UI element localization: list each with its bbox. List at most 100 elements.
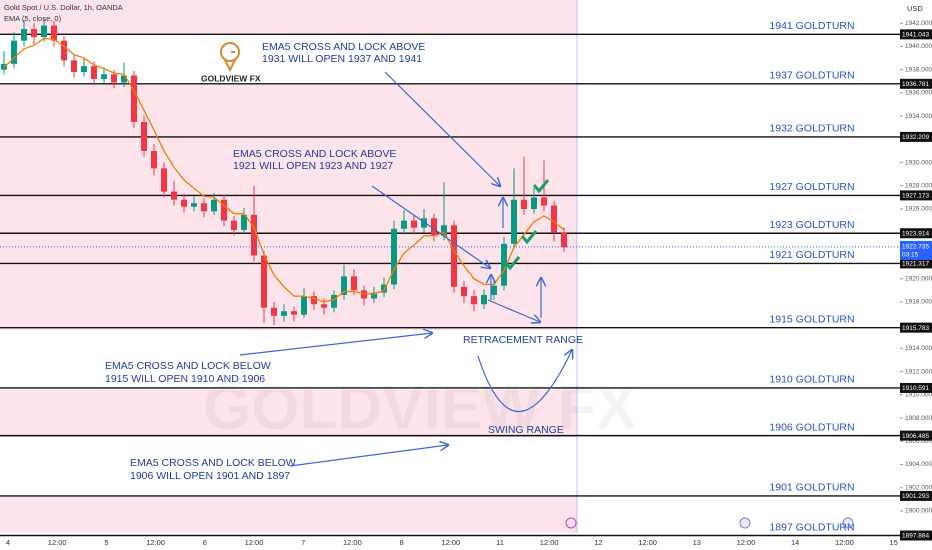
x-tick-label: 12:00 [835, 538, 854, 547]
candle-body [411, 220, 417, 228]
candle-body [401, 220, 407, 229]
candle-body [451, 225, 457, 287]
candle-body [301, 296, 307, 315]
annotation: 1931 WILL OPEN 1937 AND 1941 [262, 53, 422, 65]
x-tick-label: 14 [791, 538, 799, 547]
x-tick-label: 7 [301, 538, 305, 547]
annotation: 1906 WILL OPEN 1901 AND 1897 [130, 470, 290, 482]
candle-body [421, 218, 427, 228]
plot [0, 18, 900, 537]
level-price-box [900, 490, 932, 501]
level-name: 1906 GOLDTURN [769, 421, 854, 433]
y-tick-label: 1936.000 [905, 90, 932, 97]
candle-body [221, 199, 227, 221]
y-tick-label: 1934.000 [905, 113, 932, 120]
candle-body [441, 225, 447, 236]
candle-body [311, 296, 317, 305]
annotation: EMA5 CROSS AND LOCK ABOVE [233, 148, 396, 160]
level-price-box [900, 258, 932, 269]
level-name: 1901 GOLDTURN [769, 482, 854, 494]
level-name: 1941 GOLDTURN [769, 20, 854, 32]
candle-body [491, 285, 497, 295]
candle-body [131, 75, 137, 122]
level-price-box [900, 430, 932, 441]
level-price: 1927.173 [902, 193, 929, 200]
candle-body [121, 75, 127, 83]
candle-body [31, 29, 37, 38]
level-price-box [900, 382, 932, 393]
y-tick-label: 1904.000 [905, 461, 932, 468]
y-tick-label: 1908.000 [905, 415, 932, 422]
level-price-box [900, 29, 932, 40]
level-name: 1923 GOLDTURN [769, 219, 854, 231]
x-tick-label: 12 [594, 538, 602, 547]
candle-body [51, 25, 57, 41]
current-price-box [900, 240, 932, 260]
level-name: 1915 GOLDTURN [769, 313, 854, 325]
x-tick-label: 12:00 [540, 538, 559, 547]
y-tick-label: 1902.000 [905, 484, 932, 491]
x-tick-label: 12:00 [737, 538, 756, 547]
y-tick-label: 1930.000 [905, 159, 932, 166]
candle-body [181, 199, 187, 207]
current-price: 1922.735 [902, 244, 929, 251]
level-price: 1932.209 [902, 134, 929, 141]
annotation: EMA5 CROSS AND LOCK BELOW [130, 457, 296, 469]
level-name: 1921 GOLDTURN [769, 249, 854, 261]
candle-body [371, 292, 377, 299]
candle-body [141, 121, 147, 151]
y-tick-label: 1940.000 [905, 43, 932, 50]
annotation: 1921 WILL OPEN 1923 AND 1927 [233, 160, 393, 172]
level-name: 1932 GOLDTURN [769, 123, 854, 135]
y-tick-label: 1914.000 [905, 345, 932, 352]
candle-body [41, 25, 47, 38]
level-name: 1910 GOLDTURN [769, 374, 854, 386]
candle-body [541, 197, 547, 206]
candle-body [381, 284, 387, 293]
level-price: 1901.293 [902, 493, 929, 500]
x-tick-label: 11 [496, 538, 504, 547]
level-price-box [900, 78, 932, 89]
candle-body [151, 150, 157, 169]
checkmarks [503, 179, 550, 271]
watermark: GOLDVIEW FX [203, 373, 637, 442]
candle-body [561, 232, 567, 248]
countdown: 03:15 [902, 252, 919, 259]
level-price-box [900, 190, 932, 201]
symbol-title: Gold Spot / U.S. Dollar, 1h, OANDA [4, 3, 123, 12]
candle-body [231, 220, 237, 230]
candle-body [261, 255, 267, 308]
x-tick-label: 4 [6, 538, 10, 547]
candle-body [91, 66, 97, 79]
y-tick-label: 1920.000 [905, 275, 932, 282]
candle-body [501, 243, 507, 286]
level-price-box [900, 131, 932, 142]
level-price: 1915.783 [902, 325, 929, 332]
candle-body [81, 66, 87, 72]
candle-body [391, 228, 397, 285]
candle-body [481, 294, 487, 305]
candle-body [341, 276, 347, 295]
level-price-box [900, 228, 932, 239]
logo-text: GOLDVIEW FX [201, 73, 261, 83]
candle-body [71, 60, 77, 72]
y-tick-label: 1910.000 [905, 392, 932, 399]
x-tick-label: 12:00 [245, 538, 264, 547]
x-tick-label: 13 [693, 538, 701, 547]
candle-body [281, 311, 287, 316]
candle-body [61, 40, 67, 61]
candle-body [531, 197, 537, 210]
candle-body [461, 286, 467, 297]
candle-body [321, 304, 327, 308]
level-price: 1897.884 [902, 533, 929, 540]
y-tick-label: 1900.000 [905, 508, 932, 515]
candle-body [191, 203, 197, 207]
level-price: 1906.485 [902, 433, 929, 440]
indicator-label: EMA (5, close, 0) [4, 14, 62, 23]
range-label: SWING RANGE [488, 424, 564, 436]
y-tick-label: 1926.000 [905, 206, 932, 213]
candle-body [291, 311, 297, 315]
level-price: 1910.591 [902, 385, 929, 392]
